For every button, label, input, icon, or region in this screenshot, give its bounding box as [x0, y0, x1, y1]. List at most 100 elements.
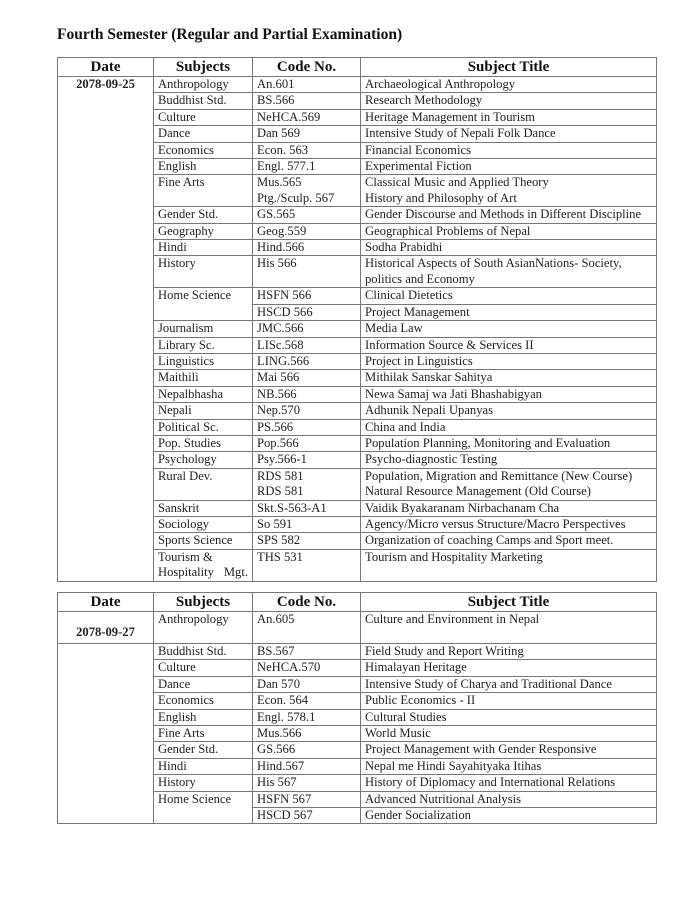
- table-row: Economics Econ. 563 Financial Economics: [58, 141, 657, 160]
- subject-title-cell: Nepal me Hindi Sayahityaka Itihas: [360, 757, 657, 776]
- subject-title-cell: Vaidik Byakaranam Nirbachanam Cha: [360, 499, 657, 517]
- code-cell: Psy.566-1: [252, 451, 361, 469]
- code-cell: Mus.566: [252, 725, 361, 743]
- subject-cell: Maithili: [153, 369, 253, 387]
- code-cell: BS.566: [252, 92, 361, 110]
- subject-title-cell: Clinical Dietetics: [360, 287, 657, 305]
- table-row: 2078-09-25 Anthropology An.601 Archaeologic…: [57, 75, 657, 582]
- page-heading: Fourth Semester (Regular and Partial Exa…: [57, 26, 403, 43]
- table-row: Culture NeHCA.569 Heritage Management in T…: [58, 108, 657, 127]
- code-cell: NeHCA.569: [252, 108, 361, 127]
- table-row: Library Sc. LISc.568 Information Source & …: [58, 336, 657, 354]
- subject-cell: Fine Arts: [153, 725, 253, 743]
- table-row: Sanskrit Skt.S-563-A1 Vaidik Byakaranam Ni…: [58, 499, 657, 517]
- subject-cell: Hindi: [153, 757, 253, 776]
- subject-title-cell: Financial Economics: [360, 141, 657, 160]
- subject-title-cell: Information Source & Services II: [360, 336, 657, 354]
- table-row: Gender Std. GS.566 Project Management with…: [58, 741, 657, 759]
- subject-cell: Buddhist Std.: [153, 642, 253, 661]
- code-cell: Econ. 563: [252, 141, 361, 160]
- table-row: Dance Dan 570 Intensive Study of Charya an…: [58, 675, 657, 694]
- code-cell: PS.566: [252, 418, 361, 436]
- code-cell: Engl. 577.1: [252, 158, 361, 176]
- code-cell: Hind.566: [252, 239, 361, 257]
- subject-cell: Library Sc.: [153, 336, 253, 354]
- subject-title-cell: Advanced Nutritional Analysis: [360, 790, 657, 809]
- code-cell: Hind.567: [252, 757, 361, 776]
- code-cell: Engl. 578.1: [252, 708, 361, 727]
- subject-cell: English: [153, 158, 253, 176]
- subject-title-cell: Intensive Study of Charya and Traditiona…: [360, 675, 657, 694]
- code-cell: HSCD 566: [252, 303, 361, 322]
- subject-title-cell: Project in Linguistics: [360, 352, 657, 371]
- subject-title-cell: Project Management: [360, 303, 657, 322]
- table-row: Sociology So 591 Agency/Micro versus Struc…: [58, 515, 657, 534]
- table-row: Sports Science SPS 582 Organization of coa…: [58, 532, 657, 550]
- subject-cell: Sanskrit: [153, 499, 253, 517]
- code-cell: JMC.566: [252, 320, 361, 338]
- subject-cell: Geography: [153, 222, 253, 241]
- header-row: Date Subjects Code No. Subject Title: [57, 57, 657, 77]
- subject-title-cell: Organization of coaching Camps and Sport…: [360, 532, 657, 550]
- exam-date: 2078-09-25: [57, 76, 154, 582]
- code-cell: BS.567: [252, 642, 361, 661]
- subject-cell: Nepali: [153, 402, 253, 420]
- code-cell: THS 531: [252, 548, 361, 582]
- subject-cell: Economics: [153, 141, 253, 160]
- exam-schedule-table-1: Date Subjects Code No. Subject Title 2078-09…: [57, 57, 657, 582]
- code-cell: NB.566: [252, 385, 361, 404]
- subject-cell: Buddhist Std.: [153, 92, 253, 110]
- subject-cell: Sociology: [153, 515, 253, 534]
- subject-cell: Rural Dev.: [153, 467, 253, 501]
- code-cell: HSFN 566: [252, 287, 361, 305]
- code-cell: Skt.S-563-A1: [252, 499, 361, 517]
- code-cell: RDS 581 RDS 581: [252, 467, 361, 501]
- subject-title-cell: Classical Music and Applied Theory Histo…: [360, 174, 657, 208]
- exam-date: 2078-09-27: [57, 611, 154, 644]
- code-cell: Dan 569: [252, 125, 361, 143]
- exam-schedule-table-2: Date Subjects Code No. Subject Title 2078-09…: [57, 592, 657, 825]
- table-row: Hindi Hind.566 Sodha Prabidhi: [58, 239, 657, 257]
- table-row: Maithili Mai 566 Mithilak Sanskar Sahitya: [58, 369, 657, 387]
- code-cell: His 566: [252, 255, 361, 289]
- subject-cell: Home Science: [153, 287, 253, 322]
- subject-cell: Political Sc.: [153, 418, 253, 436]
- code-cell: Pop.566: [252, 434, 361, 453]
- code-cell: Mus.565 Ptg./Sculp. 567: [252, 174, 361, 208]
- subject-cell: Gender Std.: [153, 206, 253, 224]
- table-row: Rural Dev. RDS 581 RDS 581 Population, Mig…: [58, 467, 657, 501]
- code-cell: LING.566: [252, 352, 361, 371]
- subject-cell: History: [153, 255, 253, 289]
- code-cell: Mai 566: [252, 369, 361, 387]
- table-row: Journalism JMC.566 Media Law: [58, 320, 657, 338]
- table-row: Home Science HSFN 567 Advanced Nutritional…: [58, 790, 657, 825]
- code-cell: LISc.568: [252, 336, 361, 354]
- subject-cell: Economics: [153, 692, 253, 710]
- table-row: HSCD 567 Gender Socialization: [58, 807, 657, 825]
- subject-title-cell: Population, Migration and Remittance (Ne…: [360, 467, 657, 501]
- subject-cell: Pop. Studies: [153, 434, 253, 453]
- subject-cell: Gender Std.: [153, 741, 253, 759]
- column-header-code: Code No.: [252, 57, 361, 77]
- subject-cell: Dance: [153, 125, 253, 143]
- subject-title-cell: Project Management with Gender Responsiv…: [360, 741, 657, 759]
- subject-title-cell: Sodha Prabidhi: [360, 239, 657, 257]
- column-header-title: Subject Title: [360, 592, 657, 612]
- subject-cell: Home Science: [153, 790, 253, 825]
- subject-title-cell: Research Methodology: [360, 92, 657, 110]
- subject-cell: Culture: [153, 659, 253, 677]
- table-row: Hindi Hind.567 Nepal me Hindi Sayahityaka …: [58, 757, 657, 776]
- subject-title-cell: Cultural Studies: [360, 708, 657, 727]
- column-header-date: Date: [57, 57, 154, 77]
- date-cell-empty: [57, 642, 154, 825]
- subject-cell: Journalism: [153, 320, 253, 338]
- column-header-title: Subject Title: [360, 57, 657, 77]
- subject-cell: History: [153, 774, 253, 792]
- subject-cell: Anthropology: [153, 611, 253, 644]
- column-header-code: Code No.: [252, 592, 361, 612]
- subject-title-cell: World Music: [360, 725, 657, 743]
- subject-cell: Anthropology: [153, 75, 253, 94]
- table-row: Geography Geog.559 Geographical Problems o…: [58, 222, 657, 241]
- subject-title-cell: History of Diplomacy and International R…: [360, 774, 657, 792]
- code-cell: HSFN 567: [252, 790, 361, 809]
